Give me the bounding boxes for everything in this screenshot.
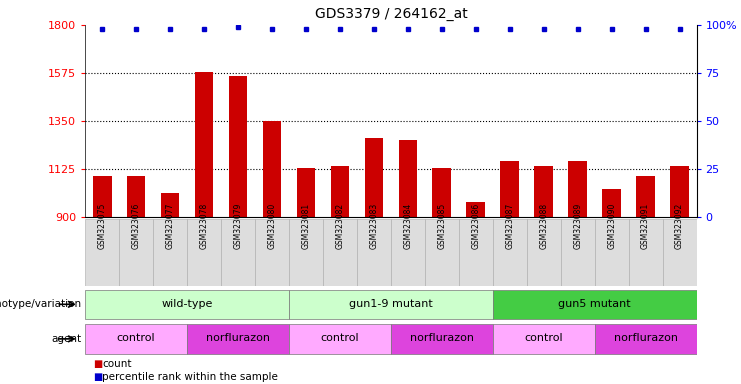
Text: percentile rank within the sample: percentile rank within the sample [102, 372, 278, 382]
Text: GSM323087: GSM323087 [505, 203, 514, 249]
Bar [93, 176, 112, 217]
Bar [602, 189, 621, 217]
Title: GDS3379 / 264162_at: GDS3379 / 264162_at [314, 7, 468, 21]
FancyBboxPatch shape [289, 290, 493, 319]
Text: GSM323077: GSM323077 [166, 203, 175, 249]
FancyBboxPatch shape [425, 219, 459, 286]
Text: GSM323080: GSM323080 [268, 203, 276, 249]
Text: GSM323089: GSM323089 [574, 203, 582, 249]
Bar [296, 168, 316, 217]
FancyBboxPatch shape [561, 219, 594, 286]
FancyBboxPatch shape [289, 219, 323, 286]
FancyBboxPatch shape [255, 219, 289, 286]
FancyBboxPatch shape [153, 219, 187, 286]
FancyBboxPatch shape [459, 219, 493, 286]
Text: GSM323090: GSM323090 [607, 203, 616, 249]
Bar [262, 121, 282, 217]
Text: GSM323088: GSM323088 [539, 203, 548, 249]
FancyBboxPatch shape [187, 324, 289, 354]
Text: gun1-9 mutant: gun1-9 mutant [349, 299, 433, 309]
FancyBboxPatch shape [289, 324, 391, 354]
Text: GSM323091: GSM323091 [641, 203, 650, 249]
Text: GSM323079: GSM323079 [233, 203, 242, 249]
FancyBboxPatch shape [594, 324, 697, 354]
FancyBboxPatch shape [628, 219, 662, 286]
Text: GSM323083: GSM323083 [370, 203, 379, 249]
FancyBboxPatch shape [662, 219, 697, 286]
Bar [637, 176, 655, 217]
Text: GSM323092: GSM323092 [675, 203, 684, 249]
Text: norflurazon: norflurazon [206, 333, 270, 343]
Bar [568, 162, 587, 217]
Text: wild-type: wild-type [162, 299, 213, 309]
FancyBboxPatch shape [391, 219, 425, 286]
Bar [229, 76, 247, 217]
Text: genotype/variation: genotype/variation [0, 299, 82, 310]
FancyBboxPatch shape [221, 219, 255, 286]
Text: ■: ■ [93, 372, 102, 382]
Text: agent: agent [51, 334, 82, 344]
Bar [466, 202, 485, 217]
FancyBboxPatch shape [391, 324, 493, 354]
Text: control: control [117, 333, 156, 343]
Text: ■: ■ [93, 359, 102, 369]
Text: GSM323078: GSM323078 [199, 203, 208, 249]
Bar [534, 166, 553, 217]
FancyBboxPatch shape [85, 324, 187, 354]
FancyBboxPatch shape [594, 219, 628, 286]
Text: control: control [321, 333, 359, 343]
FancyBboxPatch shape [187, 219, 221, 286]
Text: norflurazon: norflurazon [410, 333, 473, 343]
Bar [399, 140, 417, 217]
Bar [195, 72, 213, 217]
FancyBboxPatch shape [527, 219, 561, 286]
Text: GSM323081: GSM323081 [302, 203, 310, 249]
FancyBboxPatch shape [493, 219, 527, 286]
Text: control: control [525, 333, 563, 343]
Text: GSM323076: GSM323076 [132, 203, 141, 249]
Bar [670, 166, 689, 217]
Text: GSM323085: GSM323085 [437, 203, 446, 249]
Text: gun5 mutant: gun5 mutant [558, 299, 631, 309]
Bar [330, 166, 349, 217]
Bar [127, 176, 145, 217]
Bar [433, 168, 451, 217]
FancyBboxPatch shape [493, 290, 697, 319]
FancyBboxPatch shape [323, 219, 357, 286]
FancyBboxPatch shape [85, 219, 119, 286]
Bar [161, 194, 179, 217]
Text: GSM323082: GSM323082 [336, 203, 345, 249]
FancyBboxPatch shape [119, 219, 153, 286]
FancyBboxPatch shape [85, 290, 289, 319]
Text: GSM323086: GSM323086 [471, 203, 480, 249]
Text: norflurazon: norflurazon [614, 333, 677, 343]
FancyBboxPatch shape [493, 324, 594, 354]
Text: GSM323075: GSM323075 [98, 203, 107, 249]
Bar [365, 138, 383, 217]
Text: GSM323084: GSM323084 [403, 203, 412, 249]
Text: count: count [102, 359, 132, 369]
Bar [500, 162, 519, 217]
FancyBboxPatch shape [357, 219, 391, 286]
